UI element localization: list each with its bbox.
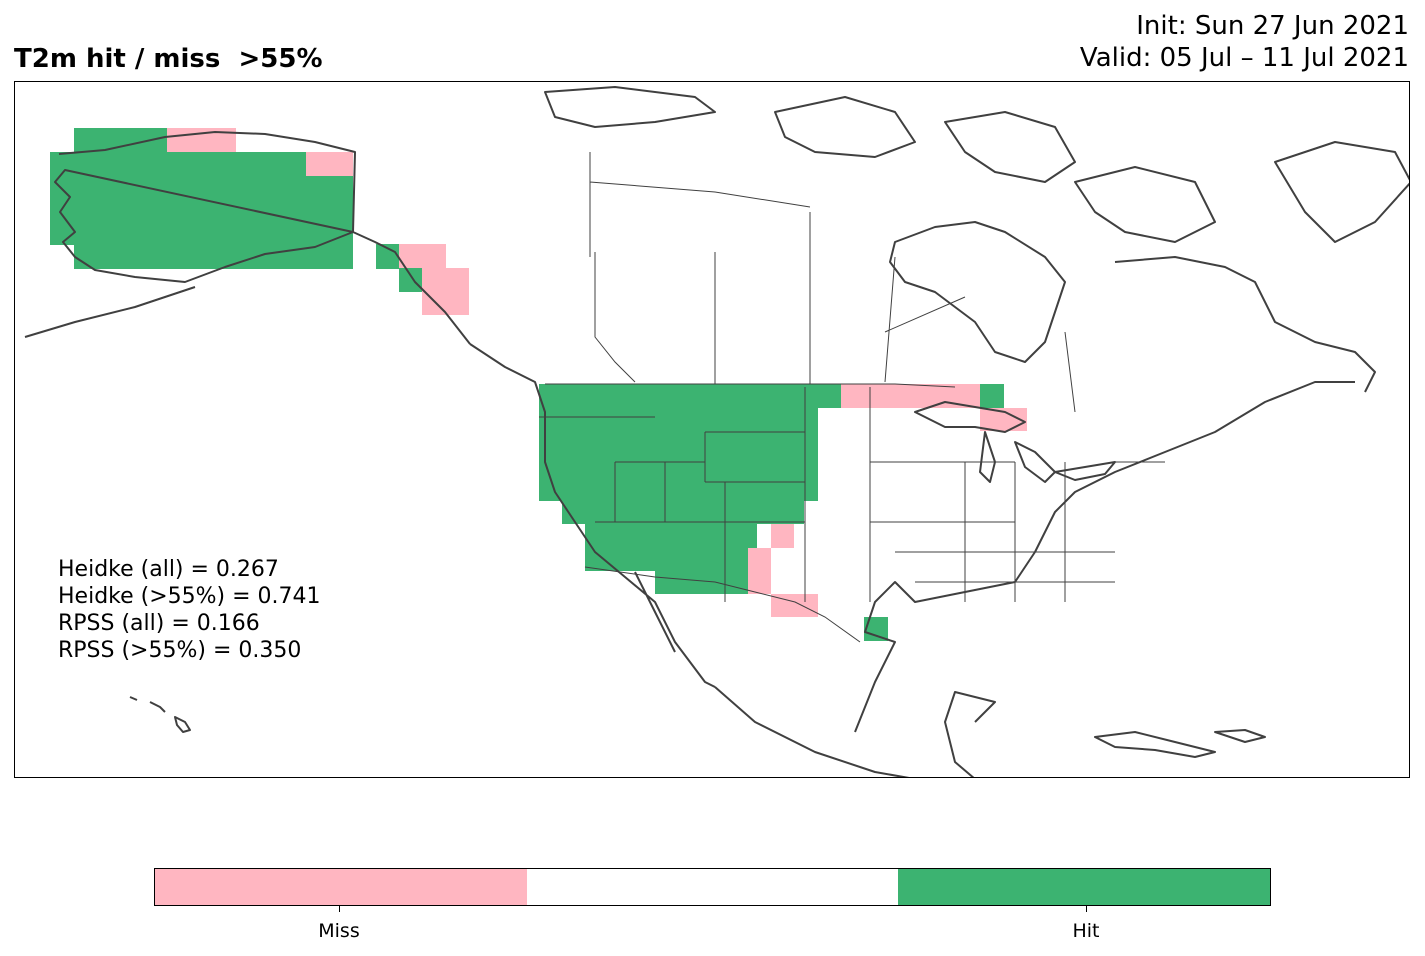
coastlines (24, 86, 1409, 777)
score-rpss-all: RPSS (all) = 0.166 (58, 611, 260, 636)
map-canvas (24, 86, 1409, 777)
colorbar (154, 868, 1271, 906)
miss-region-border (748, 384, 1027, 617)
score-heidke-all: Heidke (all) = 0.267 (58, 557, 279, 582)
colorbar-label-miss: Miss (318, 920, 360, 942)
miss-region-panhandle (399, 244, 469, 315)
map-panel (14, 81, 1410, 778)
colorbar-miss-segment (155, 869, 527, 905)
hit-region-west (539, 384, 1004, 641)
score-heidke-55: Heidke (>55%) = 0.741 (58, 584, 321, 609)
colorbar-neutral-segment (526, 869, 899, 905)
date-block: Init: Sun 27 Jun 2021 Valid: 05 Jul – 11… (1080, 10, 1409, 74)
colorbar-label-hit: Hit (1072, 920, 1100, 942)
political-borders (539, 152, 1165, 643)
miss-region-alaska (167, 128, 353, 176)
score-panel: Heidke (all) = 0.267 Heidke (>55%) = 0.7… (58, 556, 321, 664)
valid-date: Valid: 05 Jul – 11 Jul 2021 (1079, 43, 1409, 73)
score-rpss-55: RPSS (>55%) = 0.350 (58, 638, 302, 663)
init-date: Init: Sun 27 Jun 2021 (1136, 11, 1409, 41)
map-title: T2m hit / miss >55% (14, 44, 323, 74)
forecast-cells (50, 128, 1027, 641)
colorbar-tick-miss (339, 906, 340, 912)
colorbar-hit-segment (898, 869, 1271, 905)
colorbar-tick-hit (1086, 906, 1087, 912)
